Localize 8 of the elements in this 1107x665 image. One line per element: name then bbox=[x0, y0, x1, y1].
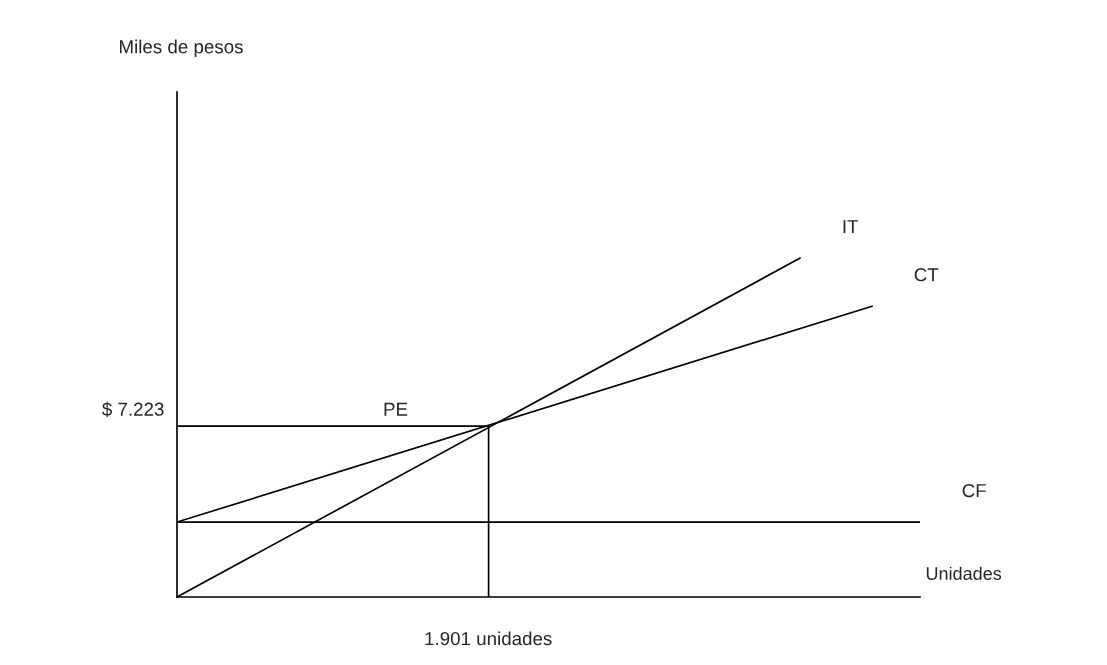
text: CT bbox=[914, 268, 939, 282]
text: CF bbox=[962, 483, 986, 498]
text: 1.901 unidades bbox=[425, 631, 552, 646]
text: $ 7.223 bbox=[102, 401, 164, 417]
text: Miles de pesos bbox=[119, 39, 243, 58]
x-axis-title: Unidades bbox=[926, 566, 1002, 580]
annotation: PE bbox=[384, 402, 408, 416]
text: IT bbox=[843, 220, 859, 234]
